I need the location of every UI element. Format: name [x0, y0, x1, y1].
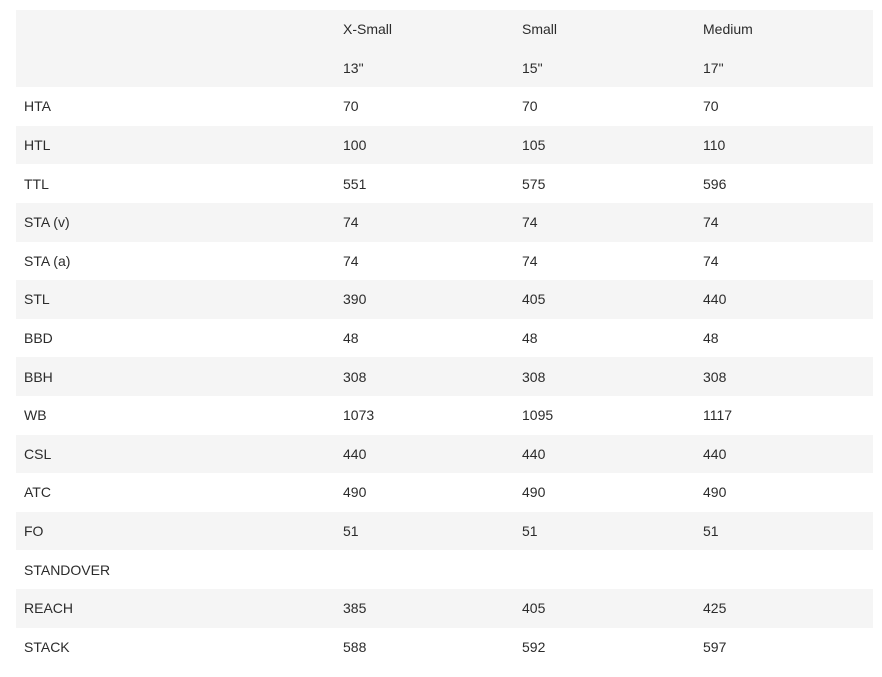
cell-label: HTA — [24, 98, 51, 115]
cell-medium: 597 — [703, 638, 727, 655]
table-row: HTA 70 70 70 — [16, 87, 873, 126]
cell-label: STA (v) — [24, 214, 70, 231]
header-cell-small: Small — [522, 21, 558, 38]
cell-small: 308 — [522, 368, 546, 385]
table-row: CSL 440 440 440 — [16, 434, 873, 474]
table-body: 13" 15" 17" HTA 70 70 70 HTL 100 105 110 TTL 551 575 5… — [16, 48, 873, 667]
cell-label: CSL — [24, 445, 52, 462]
cell-small: 70 — [522, 98, 538, 115]
cell-small — [514, 550, 695, 589]
cell-small: 440 — [522, 445, 546, 462]
cell-label: FO — [24, 523, 44, 540]
cell-small: 405 — [522, 291, 546, 308]
cell-label — [16, 49, 335, 88]
header-cell-label — [16, 10, 335, 49]
cell-medium: 51 — [703, 523, 719, 540]
cell-medium: 490 — [703, 484, 727, 501]
header-cell-x-small: X-Small — [343, 21, 393, 38]
cell-medium: 74 — [703, 214, 719, 231]
table-header-row: X-Small Small Medium — [16, 10, 873, 49]
table-row: HTL 100 105 110 — [16, 125, 873, 165]
cell-medium — [695, 550, 873, 589]
cell-label: STACK — [24, 638, 70, 655]
cell-label: BBD — [24, 330, 53, 347]
cell-x-small: 490 — [343, 484, 367, 501]
cell-small: 51 — [522, 523, 538, 540]
cell-medium: 74 — [703, 252, 719, 269]
cell-x-small: 100 — [343, 137, 367, 154]
cell-label: STA (a) — [24, 252, 71, 269]
cell-medium: 110 — [703, 137, 726, 154]
cell-medium: 440 — [703, 445, 727, 462]
cell-label: STL — [24, 291, 50, 308]
cell-x-small: 308 — [343, 368, 367, 385]
cell-label: REACH — [24, 600, 74, 617]
cell-small: 575 — [522, 175, 546, 192]
table-row: REACH 385 405 425 — [16, 588, 873, 628]
cell-small: 74 — [522, 252, 538, 269]
cell-medium: 596 — [703, 175, 727, 192]
cell-medium: 70 — [703, 98, 719, 115]
cell-small: 105 — [522, 137, 546, 154]
cell-small: 405 — [522, 600, 546, 617]
cell-x-small: 48 — [343, 330, 359, 347]
cell-medium: 48 — [703, 330, 719, 347]
table-row: BBH 308 308 308 — [16, 357, 873, 396]
cell-medium: 440 — [703, 291, 727, 308]
cell-label: HTL — [24, 137, 51, 154]
cell-x-small: 440 — [343, 445, 367, 462]
cell-small: 15" — [522, 59, 543, 76]
cell-label: ATC — [24, 484, 51, 501]
table-row: ATC 490 490 490 — [16, 473, 873, 512]
cell-x-small: 74 — [343, 252, 359, 269]
table-row: STANDOVER — [16, 550, 873, 589]
cell-x-small: 390 — [343, 291, 367, 308]
cell-x-small: 551 — [343, 175, 367, 192]
table-row: STACK 588 592 597 — [16, 628, 873, 667]
cell-small: 1095 — [522, 407, 554, 424]
table-row: STA (v) 74 74 74 — [16, 202, 873, 242]
cell-small: 48 — [522, 330, 538, 347]
table-row: WB 1073 1095 1117 — [16, 396, 873, 435]
cell-label: TTL — [24, 175, 49, 192]
table-row: STA (a) 74 74 74 — [16, 242, 873, 281]
cell-x-small: 588 — [343, 638, 367, 655]
geometry-table: X-Small Small Medium 13" 15" 17" HTA 70 70 70 H… — [16, 10, 873, 666]
cell-x-small: 13" — [343, 59, 364, 76]
header-cell-medium: Medium — [703, 21, 753, 38]
cell-small: 592 — [522, 638, 546, 655]
cell-medium: 1117 — [703, 407, 733, 424]
cell-medium: 308 — [703, 368, 727, 385]
cell-label: BBH — [24, 368, 53, 385]
cell-x-small: 74 — [343, 214, 359, 231]
table-row: BBD 48 48 48 — [16, 319, 873, 358]
cell-small: 490 — [522, 484, 546, 501]
cell-label: WB — [24, 407, 47, 424]
cell-x-small: 51 — [343, 523, 359, 540]
cell-x-small: 70 — [343, 98, 359, 115]
table-row: STL 390 405 440 — [16, 280, 873, 319]
cell-x-small — [335, 550, 514, 589]
cell-small: 74 — [522, 214, 538, 231]
cell-x-small: 1073 — [343, 407, 375, 424]
table-row: TTL 551 575 596 — [16, 164, 873, 203]
cell-medium: 17" — [703, 59, 724, 76]
table-row: FO 51 51 51 — [16, 511, 873, 551]
cell-medium: 425 — [703, 600, 727, 617]
table-row: 13" 15" 17" — [16, 48, 873, 88]
cell-label: STANDOVER — [24, 561, 111, 578]
cell-x-small: 385 — [343, 600, 367, 617]
